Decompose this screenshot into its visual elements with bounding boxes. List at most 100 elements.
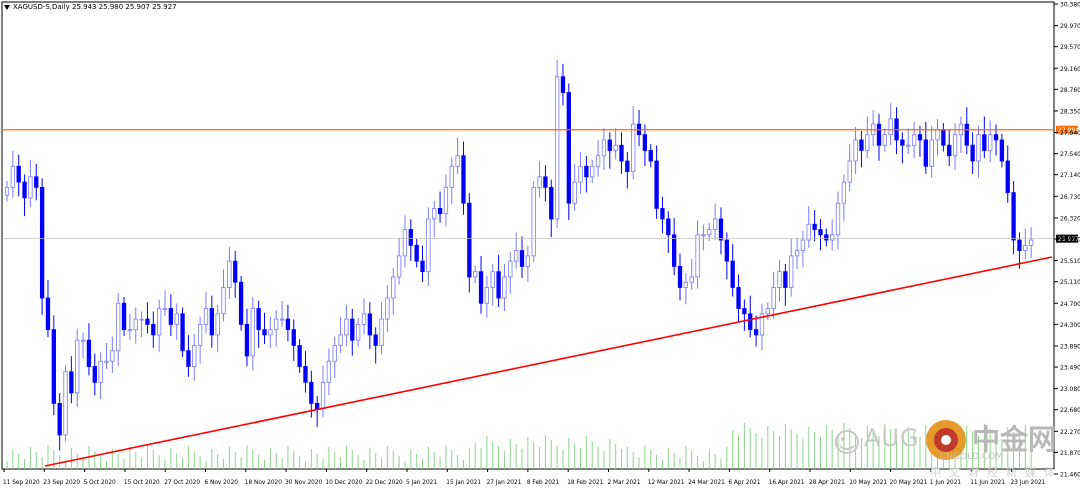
candle-body: [654, 160, 659, 209]
candle: [911, 121, 917, 159]
y-tick-label: 22.270: [1060, 429, 1080, 436]
candle-body: [841, 181, 847, 204]
x-tick-label: 6 Nov 2020: [205, 480, 239, 486]
candle-body: [461, 155, 466, 204]
candle-body: [923, 139, 928, 167]
x-tick-label: 27 Oct 2020: [164, 480, 200, 486]
candle-body: [139, 318, 144, 321]
candle: [250, 296, 255, 371]
candle: [701, 224, 706, 251]
candle: [449, 157, 454, 205]
candle: [121, 296, 127, 336]
candle-body: [414, 244, 419, 262]
candle-body: [10, 165, 16, 188]
candle-body: [233, 260, 238, 283]
candle: [543, 165, 548, 202]
candle-body: [988, 134, 993, 151]
candle-body: [736, 287, 741, 309]
candle: [560, 63, 566, 106]
candle-body: [1017, 239, 1022, 251]
candle-body: [151, 323, 156, 336]
candle-body: [268, 329, 273, 336]
x-tick-label: 12 Mar 2021: [648, 480, 685, 486]
candle: [648, 144, 653, 168]
candle: [355, 318, 361, 347]
candle: [625, 152, 630, 189]
candle: [748, 295, 753, 338]
candle-body: [718, 218, 724, 241]
candle-body: [157, 308, 162, 336]
current-price-tag: [1056, 234, 1078, 243]
candle: [151, 311, 156, 348]
candle: [315, 395, 320, 427]
candle: [929, 125, 934, 178]
candle-body: [285, 318, 291, 331]
candle: [947, 129, 952, 167]
candle: [672, 217, 677, 276]
candle: [180, 307, 185, 358]
candle: [964, 107, 969, 155]
support-trendline[interactable]: [44, 256, 1053, 467]
candle-body: [595, 155, 601, 167]
candle: [443, 174, 449, 227]
candle-body: [789, 255, 794, 288]
candle-body: [63, 371, 68, 436]
candle: [572, 163, 577, 211]
candle-body: [543, 176, 548, 188]
y-tick-label: 24.700: [1060, 301, 1080, 308]
candle-body: [835, 202, 841, 236]
candle: [1005, 145, 1010, 203]
candle: [63, 365, 68, 442]
x-tick-label: 5 Oct 2020: [84, 480, 116, 486]
x-tick-label: 22 Dec 2020: [366, 480, 403, 486]
candle: [824, 228, 829, 247]
dropdown-arrow-icon[interactable]: [4, 4, 10, 10]
candle-body: [783, 271, 788, 288]
candle: [238, 275, 244, 331]
candle-body: [75, 339, 80, 394]
candle-body: [420, 260, 425, 273]
candle: [812, 210, 817, 242]
candle-body: [999, 139, 1005, 162]
candle: [461, 141, 466, 215]
candle: [982, 116, 987, 159]
candle: [742, 299, 747, 331]
chart-header: XAGUSD-S,Daily 25.943 25.980 25.907 25.9…: [4, 3, 177, 11]
candle-body: [806, 223, 811, 241]
candle: [660, 196, 665, 234]
candle: [57, 393, 62, 451]
candle: [221, 269, 226, 322]
candle-body: [437, 208, 443, 215]
candle: [367, 302, 372, 350]
candle-body: [162, 308, 168, 310]
candle: [882, 128, 887, 152]
candle: [69, 356, 74, 404]
bird-logo-icon: [835, 430, 859, 454]
candle-body: [180, 313, 185, 352]
candle: [712, 203, 718, 240]
candle-body: [209, 308, 214, 336]
candle-body: [502, 276, 507, 299]
candle: [490, 264, 495, 306]
candle: [765, 302, 770, 321]
candle: [595, 140, 601, 177]
candle-body: [1011, 192, 1016, 241]
candle: [473, 265, 478, 284]
candle: [186, 335, 191, 377]
candle: [695, 220, 700, 289]
candle-body: [1028, 239, 1034, 246]
candle: [999, 133, 1005, 168]
candle: [835, 191, 841, 250]
candle: [859, 130, 864, 168]
x-tick-label: 30 Nov 2020: [285, 480, 322, 486]
candle: [830, 219, 835, 251]
candle: [800, 231, 806, 268]
candle: [162, 290, 168, 317]
candle: [794, 237, 800, 269]
candle: [496, 254, 501, 307]
candle-body: [221, 287, 226, 315]
candle-body: [408, 229, 413, 246]
candle-body: [607, 139, 612, 151]
